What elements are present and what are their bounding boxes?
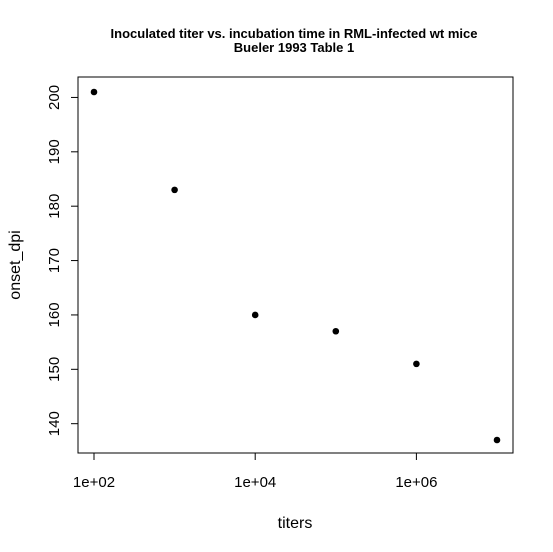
data-point [171,186,178,194]
y-tick-label: 190 [46,139,63,164]
x-tick-label: 1e+02 [73,474,115,491]
x-axis-title: titers [278,515,313,532]
data-point [493,436,501,444]
data-point [413,360,420,368]
y-tick-label: 170 [46,248,63,273]
y-tick-label: 200 [46,85,63,110]
y-axis: 140 150 160 170 180 190 200 [46,85,78,436]
y-tick-label: 140 [46,411,63,436]
data-points [90,88,501,444]
x-axis: 1e+02 1e+04 1e+06 [73,453,437,491]
chart-subtitle: Bueler 1993 Table 1 [234,40,354,55]
y-tick-label: 180 [46,194,63,219]
data-point [332,327,340,335]
y-axis-title: onset_dpi [7,230,24,299]
y-tick-label: 150 [46,357,63,382]
chart-title: Inoculated titer vs. incubation time in … [111,26,478,41]
data-point [90,88,98,96]
x-tick-label: 1e+04 [234,474,276,491]
x-tick-label: 1e+06 [395,474,437,491]
plot-frame [77,76,514,454]
data-point [251,311,259,319]
y-tick-label: 160 [46,302,63,327]
